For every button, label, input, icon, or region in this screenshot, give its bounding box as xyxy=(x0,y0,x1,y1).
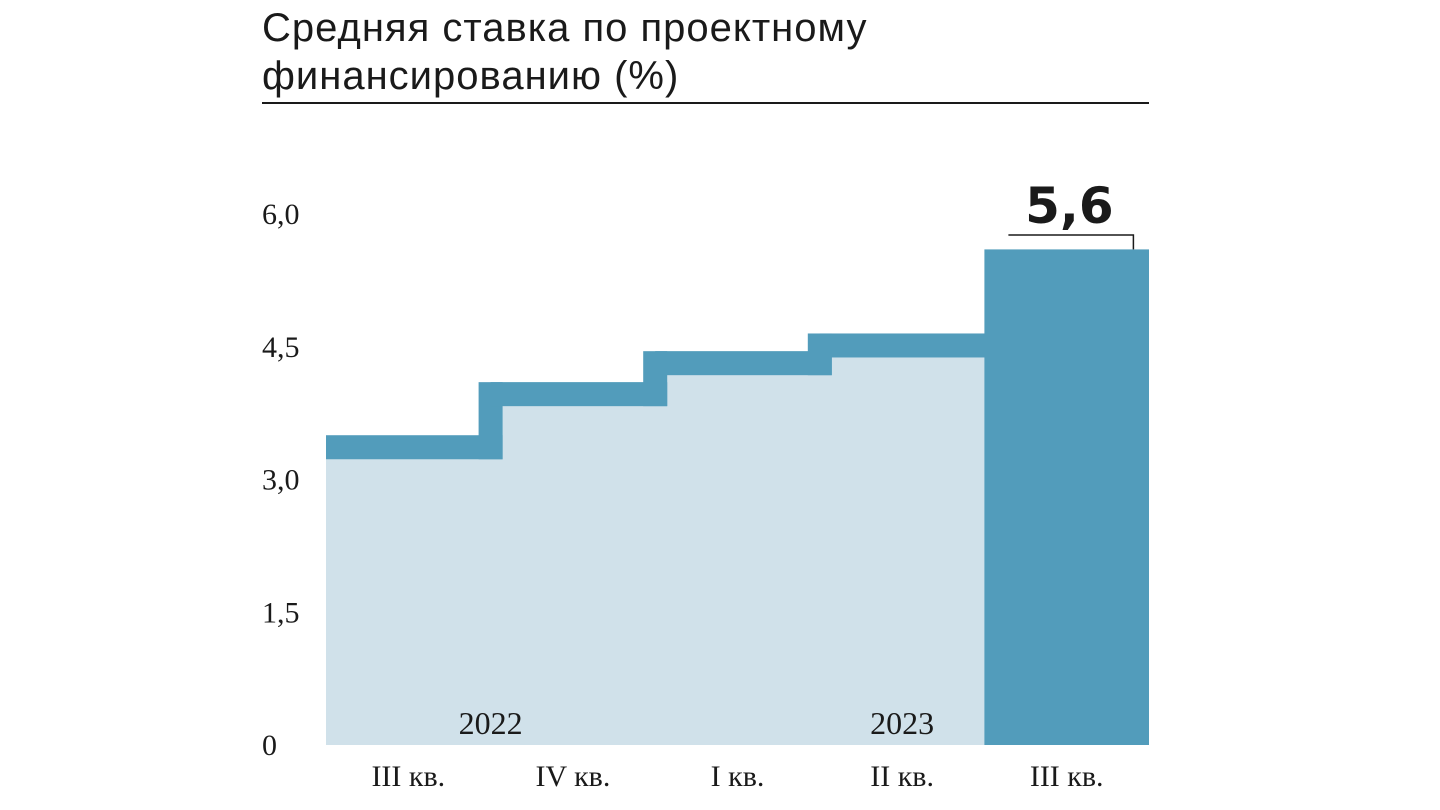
category-label: III кв. xyxy=(1030,760,1104,793)
highlight-value-label: 5,6 xyxy=(1025,177,1114,235)
category-labels: III кв. IV кв. I кв. II кв. III кв. xyxy=(371,760,1103,793)
highlight-callout: 5,6 xyxy=(1008,177,1135,250)
year-labels: 2022 2023 xyxy=(459,705,934,741)
y-axis-ticks: 0 1,5 3,0 4,5 6,0 xyxy=(262,198,300,762)
y-tick-label: 3,0 xyxy=(262,464,300,497)
bar xyxy=(655,351,821,745)
bar xyxy=(326,435,492,745)
y-tick-label: 4,5 xyxy=(262,331,300,364)
year-label: 2023 xyxy=(870,705,934,741)
bars xyxy=(326,249,1149,745)
category-label: I кв. xyxy=(711,760,765,793)
bar xyxy=(819,333,985,745)
chart-title: Средняя ставка по проектному финансирова… xyxy=(262,6,868,98)
category-label: IV кв. xyxy=(535,760,610,793)
y-tick-label: 0 xyxy=(262,729,277,762)
bar xyxy=(984,249,1149,745)
bar-top-band xyxy=(819,333,997,358)
year-label: 2022 xyxy=(459,705,523,741)
bar-top-band xyxy=(326,435,503,460)
y-tick-label: 1,5 xyxy=(262,596,300,629)
callout-leader-line xyxy=(1008,234,1135,250)
title-rule xyxy=(262,102,1149,104)
y-tick-label: 6,0 xyxy=(262,198,300,231)
category-label: II кв. xyxy=(870,760,934,793)
bar-top-band xyxy=(490,382,668,407)
bar xyxy=(490,382,656,745)
category-label: III кв. xyxy=(371,760,445,793)
bar-top-band xyxy=(655,351,832,376)
